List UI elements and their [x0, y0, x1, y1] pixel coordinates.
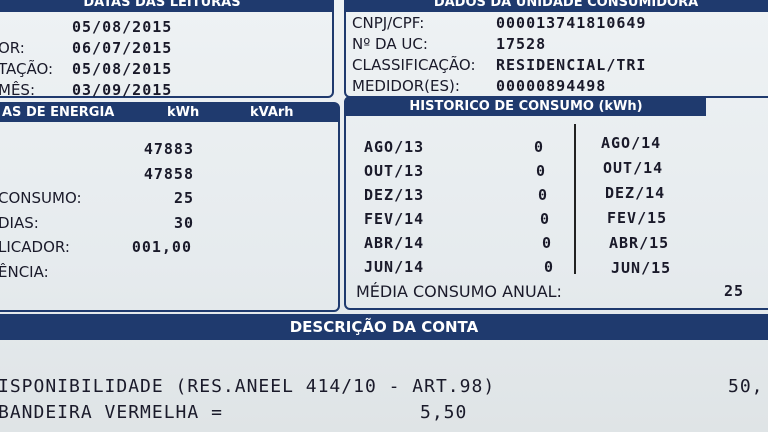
field-label: Nº DA UC:: [352, 35, 428, 53]
section-header: HISTORICO DE CONSUMO (kWh): [346, 98, 706, 116]
average-value: 25: [724, 282, 745, 300]
field-value: 25: [173, 189, 194, 207]
history-month: AGO/13: [364, 138, 425, 156]
field-label: MEDIDOR(ES):: [352, 77, 460, 95]
history-value: 0: [536, 162, 547, 180]
field-label: LICADOR:: [0, 238, 70, 256]
section-header: DESCRIÇÃO DA CONTA: [0, 314, 768, 340]
field-value: 03/09/2015: [72, 81, 173, 99]
field-value: 47883: [143, 140, 194, 158]
section-header: DATAS DAS LEITURAS: [0, 0, 332, 12]
column-header: kWh: [167, 105, 200, 120]
column-header: kVArh: [250, 105, 294, 120]
energy-box: AS DE ENERGIA kWh kVArh 47883 47858 CONSUMO: 2…: [0, 102, 340, 312]
history-value: 0: [542, 234, 553, 252]
history-month: ABR/15: [609, 234, 670, 252]
field-value: 001,00: [131, 238, 192, 256]
history-month: AGO/14: [601, 134, 662, 152]
history-month: JUN/15: [611, 259, 672, 277]
line-item: ISPONIBILIDADE (RES.ANEEL 414/10 - ART.9…: [0, 376, 496, 397]
field-value: RESIDENCIAL/TRI: [496, 56, 647, 74]
field-value: 05/08/2015: [72, 18, 173, 36]
history-month: DEZ/13: [364, 186, 425, 204]
field-label: TAÇÃO:: [0, 60, 54, 78]
history-month: OUT/13: [364, 162, 425, 180]
field-label: ÊNCIA:: [0, 262, 49, 281]
line-amount: 50,: [728, 376, 764, 397]
field-label: DIAS:: [0, 213, 39, 232]
history-value: 0: [538, 186, 549, 204]
history-month: JUN/14: [364, 258, 425, 276]
field-label: MÊS:: [0, 81, 35, 99]
field-label: CONSUMO:: [0, 189, 82, 207]
field-label: OR:: [0, 39, 25, 57]
history-value: 0: [544, 258, 555, 276]
field-value: 05/08/2015: [72, 60, 173, 78]
line-item: BANDEIRA VERMELHA =: [0, 402, 223, 423]
section-header: DADOS DA UNIDADE CONSUMIDORA: [346, 0, 768, 12]
field-label: CNPJ/CPF:: [352, 14, 425, 32]
history-value: 0: [534, 138, 545, 156]
field-value: 06/07/2015: [72, 39, 173, 57]
line-amount: 5,50: [420, 402, 468, 423]
average-label: MÉDIA CONSUMO ANUAL:: [356, 282, 562, 301]
field-value: 47858: [143, 164, 194, 183]
field-value: 00000894498: [496, 77, 607, 95]
history-box: HISTORICO DE CONSUMO (kWh) AGO/13 0 OUT/13 0…: [344, 96, 768, 310]
field-value: 30: [173, 213, 194, 232]
readings-box: DATAS DAS LEITURAS 05/08/2015 OR: 06/07/201…: [0, 0, 334, 99]
history-month: OUT/14: [603, 159, 664, 177]
history-month: DEZ/14: [605, 184, 666, 202]
history-month: FEV/15: [607, 209, 668, 227]
history-month: ABR/14: [364, 234, 425, 252]
history-month: FEV/14: [364, 210, 425, 228]
history-value: 0: [540, 210, 551, 228]
field-value: 17528: [496, 35, 547, 53]
field-label: CLASSIFICAÇÃO:: [352, 56, 476, 74]
section-header: AS DE ENERGIA: [0, 104, 338, 122]
divider: [574, 124, 576, 274]
unit-box: DADOS DA UNIDADE CONSUMIDORA CNPJ/CPF: 000…: [344, 0, 768, 98]
field-value: 000013741810649: [496, 14, 647, 32]
